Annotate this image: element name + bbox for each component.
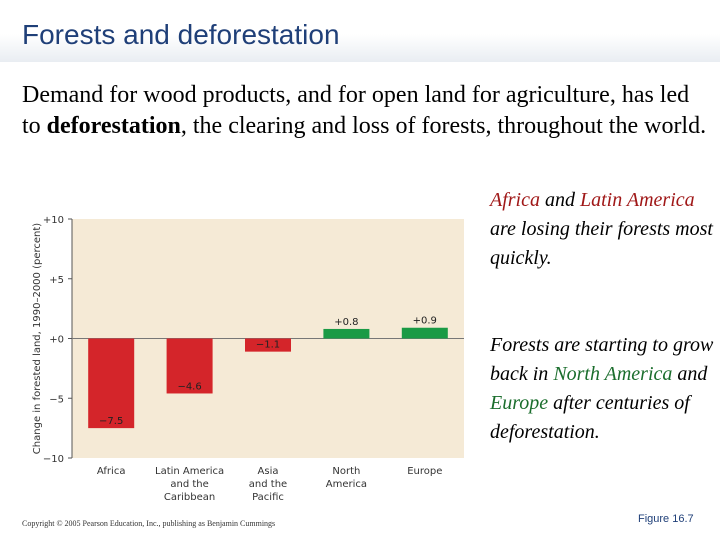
x-category-label-line: Pacific — [252, 492, 284, 503]
data-label: −7.5 — [99, 416, 123, 427]
x-category-label: Asia and the Pacific — [249, 466, 287, 503]
data-label: −1.1 — [256, 340, 280, 351]
intro-bold-term: deforestation — [46, 113, 181, 139]
title-bar — [0, 0, 720, 62]
y-axis-label: Change in forested land, 1990–2000 (perc… — [32, 223, 43, 454]
x-category-label: Africa — [97, 466, 126, 477]
intro-text-end: , the clearing and loss of forests, thro… — [180, 113, 707, 139]
x-category-label: Europe — [407, 466, 442, 477]
note-africa: Africa — [490, 189, 540, 211]
x-category-label: Latin America and the Caribbean — [155, 466, 224, 503]
x-category-label-line: Caribbean — [164, 492, 215, 503]
x-category-label-line: Africa — [97, 466, 126, 477]
intro-text-start: Demand for wood products, and for open l… — [22, 82, 690, 139]
note-regrowth-rest: after centuries of deforestation. — [490, 392, 690, 443]
note-regrowth-start: Forests are starting to grow back in — [490, 334, 714, 385]
bar — [166, 338, 213, 394]
x-category-label-line: and the — [249, 479, 287, 490]
note-regrowth: Forests are starting to grow back in Nor… — [490, 331, 715, 447]
y-tick-label: +0 — [49, 335, 64, 346]
y-tick-label: +10 — [43, 215, 64, 226]
x-category-label-line: Europe — [407, 466, 442, 477]
x-category-label-line: and the — [170, 479, 208, 490]
note-losing-rest: are losing their forests most quickly. — [490, 218, 713, 269]
data-label: −4.6 — [177, 381, 201, 392]
note-and-2: and — [672, 363, 708, 385]
data-label: +0.8 — [334, 317, 358, 328]
note-losing-forests: Africa and Latin America are losing thei… — [490, 186, 715, 273]
x-category-label-line: America — [326, 479, 367, 490]
copyright-text: Copyright © 2005 Pearson Education, Inc.… — [22, 519, 276, 528]
x-category-label-line: North — [332, 466, 360, 477]
slide-title: Forests and deforestation — [22, 19, 340, 50]
y-tick-label: −10 — [43, 454, 64, 465]
x-category-label-line: Latin America — [155, 466, 224, 477]
note-and-1: and — [540, 189, 580, 211]
bar — [245, 338, 291, 352]
bar — [401, 327, 448, 339]
x-category-label: North America — [326, 466, 367, 490]
figure-label: Figure 16.7 — [638, 513, 694, 525]
bar — [88, 338, 135, 429]
y-tick-label: −5 — [49, 394, 64, 405]
note-latin-america: Latin America — [580, 189, 695, 211]
note-north-america: North America — [553, 363, 673, 385]
x-category-label-line: Asia — [258, 466, 279, 477]
data-label: +0.9 — [413, 316, 437, 327]
y-tick-label: +5 — [49, 275, 64, 286]
bar — [323, 328, 370, 339]
note-europe: Europe — [490, 392, 549, 414]
intro-paragraph: Demand for wood products, and for open l… — [22, 80, 712, 142]
